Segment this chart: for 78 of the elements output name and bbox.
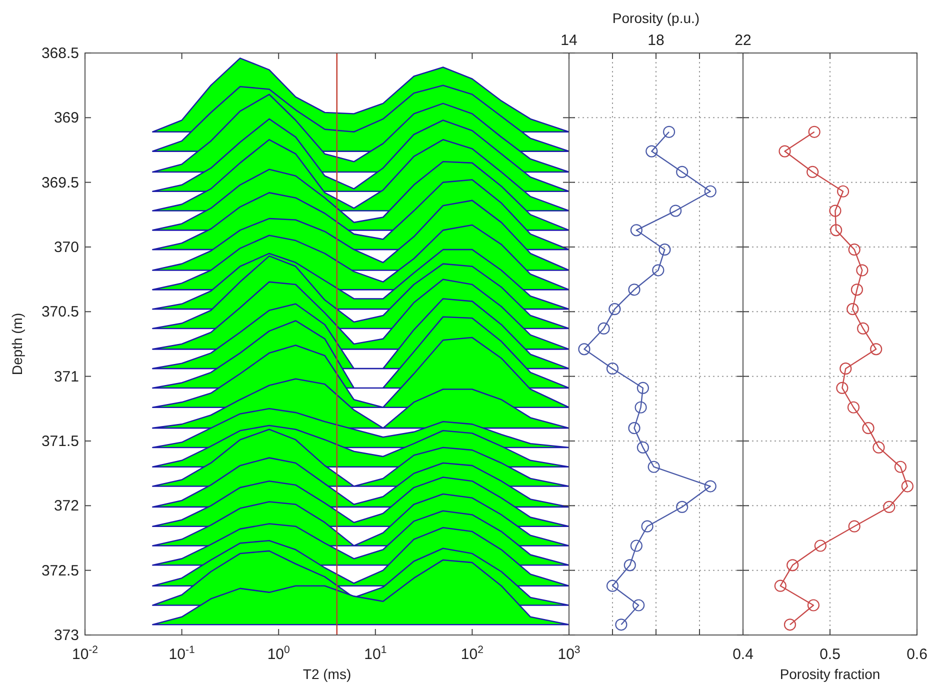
x-tick-label: 10$^{1}$ [364,644,387,663]
point [606,362,619,375]
point [704,480,716,492]
point [648,460,660,473]
point [624,559,636,572]
y-tick-label: 372.5 [41,562,79,580]
x-tick-label: 10$^{0}$ [267,644,290,663]
y-tick-label: 369 [54,110,79,127]
point [646,145,658,158]
point [840,362,852,375]
point [641,520,654,532]
point [676,500,688,514]
point [830,224,842,236]
x-tick-label: 10$^{2}$ [460,644,484,663]
point [829,204,842,217]
point [630,540,642,552]
point [676,166,688,178]
point [786,559,799,572]
y-tick-label: 371 [54,368,79,386]
point [870,343,882,356]
point [848,520,860,532]
x-tick-label: 0.4 [732,646,754,663]
y-tick-label: 370 [54,239,79,256]
point [670,204,682,217]
y-tick-label: 373 [54,627,79,644]
point [630,224,642,236]
point [856,264,868,276]
point [608,303,621,316]
x-axis-title: Porosity (p.u.) [612,10,700,26]
point [632,599,645,612]
x-tick-label: 10$^{-1}$ [168,644,195,663]
y-tick-label: 370.5 [41,304,79,321]
point [663,126,676,138]
point [652,264,664,276]
point [808,126,820,138]
x-tick-label: 0.6 [906,646,928,663]
point [615,618,628,631]
x-axis-title: T2 (ms) [302,666,352,682]
point [806,166,819,178]
y-tick-label: 369.5 [41,174,79,192]
point [598,322,610,335]
point [784,618,796,631]
point [883,500,896,514]
point [807,599,820,612]
point [837,185,850,198]
point [872,441,885,454]
point [774,580,786,592]
point [894,460,907,473]
point [862,422,874,434]
point [628,284,640,296]
x-axis-title: Porosity fraction [780,666,880,682]
point [636,441,649,454]
x-tick-label: 18 [648,32,664,49]
point [847,401,860,414]
point [704,185,716,198]
x-tick-label: 10$^{-2}$ [72,644,98,663]
point [901,480,914,492]
y-tick-label: 372 [54,498,79,515]
point [836,382,848,394]
point [857,322,870,335]
point [850,284,864,296]
y-tick-label: 371.5 [41,433,79,450]
point [814,540,826,552]
point [846,303,859,316]
x-tick-label: 14 [560,32,578,49]
point [634,401,647,414]
y-tick-label: 368.5 [41,45,79,62]
x-tick-label: 22 [734,32,752,49]
y-axis-title: Depth (m) [9,312,25,376]
point [636,382,649,394]
point [606,580,619,592]
x-tick-label: 10$^{3}$ [558,644,580,663]
point [578,343,590,356]
point [848,244,860,256]
point [658,244,671,256]
point [628,422,640,434]
point [778,145,791,158]
x-tick-label: 0.5 [820,646,840,663]
